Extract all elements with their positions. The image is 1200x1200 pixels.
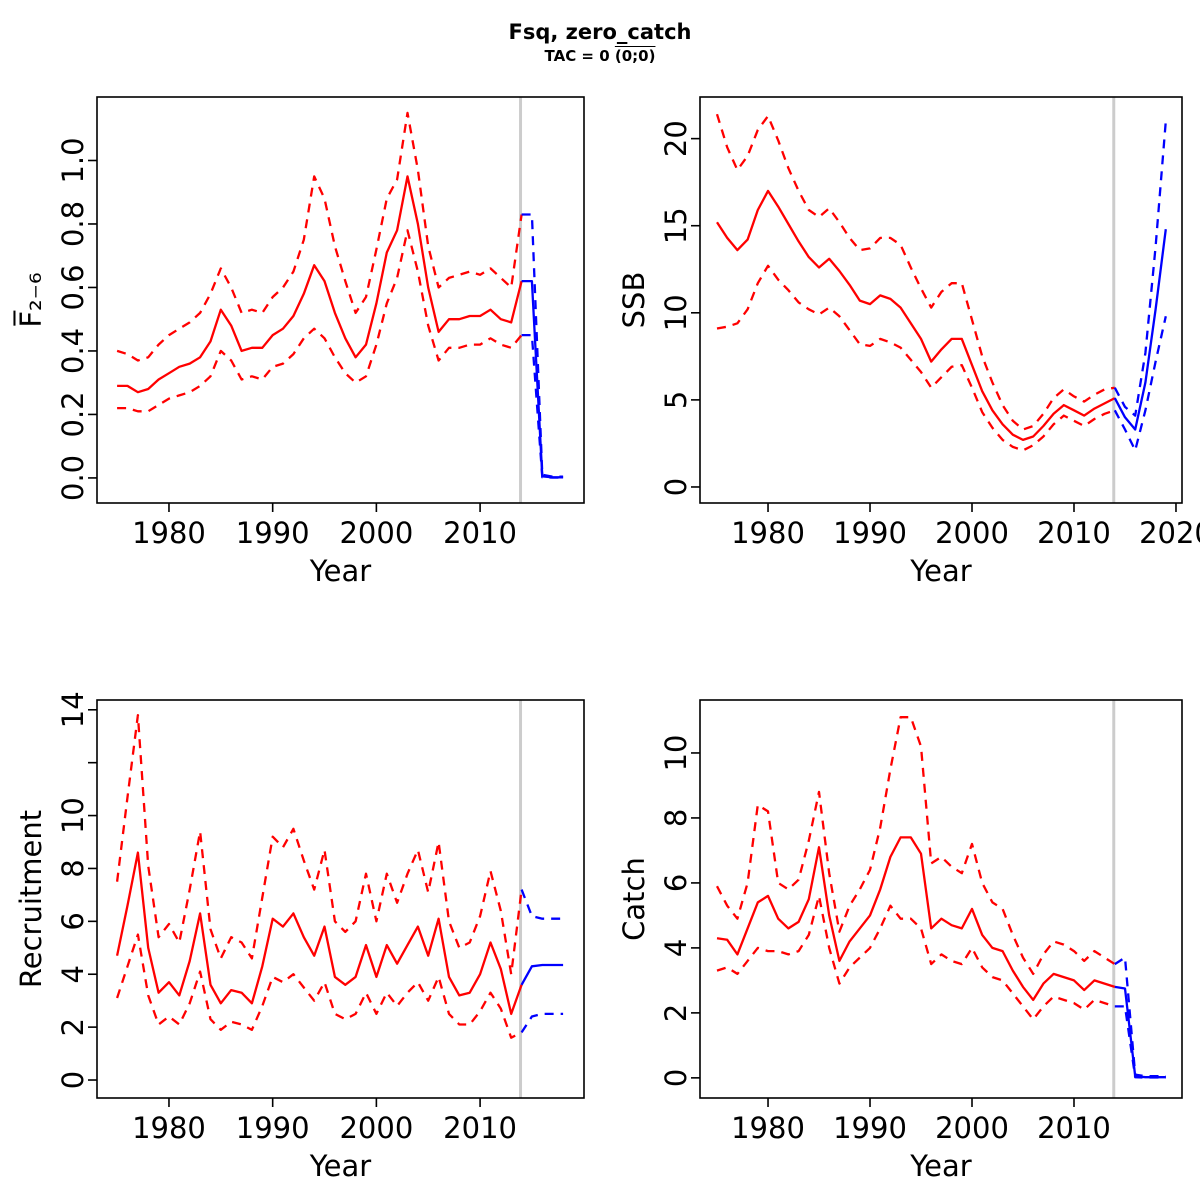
catch-y-tick-label: 0 (659, 1069, 693, 1087)
catch-lower-ci-historical-line (716, 894, 1116, 1021)
catch-median-historical-line (716, 836, 1116, 1002)
ssb-plot-box (699, 96, 1183, 504)
catch-lower-ci-forecast-line (1114, 1005, 1166, 1079)
catch-plot-box (699, 699, 1183, 1099)
catch-upper-ci-forecast-line (1114, 956, 1166, 1078)
ssb-y-tick-label: 0 (659, 478, 693, 496)
page-title: Fsq, zero_catch (508, 20, 692, 44)
fbar-x-tick-label: 2000 (339, 516, 413, 550)
ssb-x-axis-label: Year (909, 554, 971, 588)
recruitment-y-axis-label: Recruitment (14, 810, 48, 988)
fbar-y-tick-label: 1.0 (56, 137, 90, 183)
recruitment-lower-ci-historical-line (116, 933, 523, 1039)
recruitment-x-tick-label: 1980 (132, 1111, 206, 1145)
page-subtitle: TAC = 0 (0;0) (0, 47, 1200, 65)
recruitment-y-tick-label: 14 (56, 691, 90, 728)
catch-x-tick-label: 1980 (731, 1111, 805, 1145)
catch-x-tick-label: 1990 (833, 1111, 907, 1145)
panel-catch: 1980 1990 2000 2010 0 2 4 6 8 10 Year Catch (617, 699, 1183, 1183)
panel-fbar: 1980 1990 2000 2010 0.0 0.2 0.4 0.6 0.8 1.0 Year F̅… (14, 96, 585, 588)
fbar-y-tick-label: 0.8 (56, 201, 90, 247)
recruitment-upper-ci-forecast-line (520, 889, 564, 920)
fbar-x-tick-label: 1980 (132, 516, 206, 550)
recruitment-y-tick-label: 2 (56, 1018, 90, 1036)
catch-y-tick-label: 10 (659, 735, 693, 772)
recruitment-lower-ci-forecast-line (520, 1012, 564, 1034)
recruitment-y-tick-label: 10 (56, 797, 90, 834)
fbar-median-forecast-line (521, 279, 564, 479)
ssb-y-tick-label: 10 (659, 294, 693, 331)
recruitment-y-tick-label: 0 (56, 1071, 90, 1089)
ssb-y-tick-label: 5 (659, 391, 693, 409)
ssb-lower-ci-historical-line (716, 264, 1116, 452)
panel-recruitment: 1980 1990 2000 2010 0 2 4 6 8 10 14 Year Recruitment (14, 691, 585, 1183)
fbar-lower-ci-historical-line (117, 229, 523, 413)
catch-y-tick-label: 6 (659, 874, 693, 892)
fbar-plot-box (96, 96, 585, 504)
fbar-y-tick-label: 0.4 (56, 328, 90, 374)
subtitle-tac-range: (0;0) (614, 47, 656, 65)
fbar-y-tick-label: 0.2 (56, 391, 90, 437)
fbar-upper-ci-historical-line (116, 111, 523, 362)
recruitment-plot-box (96, 699, 585, 1099)
catch-median-forecast-line (1114, 985, 1166, 1079)
catch-x-tick-label: 2010 (1037, 1111, 1111, 1145)
recruitment-y-tick-label: 6 (56, 912, 90, 930)
ssb-x-tick-label: 1980 (731, 516, 805, 550)
fbar-median-historical-line (117, 175, 523, 394)
recruitment-x-axis-label: Year (309, 1149, 371, 1183)
recruitment-median-forecast-line (520, 963, 564, 986)
recruitment-y-tick-label: 4 (56, 965, 90, 983)
ssb-x-tick-label: 1990 (833, 516, 907, 550)
catch-x-tick-label: 2000 (935, 1111, 1009, 1145)
ssb-x-tick-label: 2010 (1037, 516, 1111, 550)
ssb-x-tick-label: 2000 (935, 516, 1009, 550)
catch-y-tick-label: 2 (659, 1004, 693, 1022)
catch-upper-ci-historical-line (715, 716, 1116, 976)
recruitment-x-tick-label: 2000 (339, 1111, 413, 1145)
recruitment-x-tick-label: 2010 (443, 1111, 517, 1145)
ssb-lower-ci-forecast-line (1113, 316, 1167, 452)
recruitment-upper-ci-historical-line (115, 713, 523, 976)
fbar-x-axis-label: Year (309, 554, 371, 588)
fbar-x-tick-label: 1990 (236, 516, 310, 550)
recruitment-median-historical-line (115, 851, 523, 1016)
catch-y-axis-label: Catch (617, 857, 651, 941)
catch-y-tick-label: 4 (659, 939, 693, 957)
catch-x-axis-label: Year (909, 1149, 971, 1183)
fbar-y-tick-label: 0.0 (56, 455, 90, 501)
ssb-y-tick-label: 20 (659, 120, 693, 157)
recruitment-x-tick-label: 1990 (236, 1111, 310, 1145)
ssb-median-historical-line (716, 189, 1116, 442)
fbar-upper-ci-forecast-line (521, 213, 564, 478)
fbar-y-axis-label: F̅₂₋₆ (14, 272, 48, 327)
recruitment-y-tick-label: 8 (56, 859, 90, 877)
fbar-y-tick-label: 0.6 (56, 264, 90, 310)
ssb-median-forecast-line (1113, 229, 1167, 431)
ssb-y-tick-label: 15 (659, 207, 693, 244)
ssb-upper-ci-historical-line (715, 113, 1115, 431)
catch-y-tick-label: 8 (659, 809, 693, 827)
ssb-upper-ci-forecast-line (1113, 121, 1167, 417)
subtitle-prefix: TAC = 0 (544, 47, 615, 65)
ssb-y-axis-label: SSB (617, 272, 651, 329)
fbar-x-tick-label: 2010 (443, 516, 517, 550)
